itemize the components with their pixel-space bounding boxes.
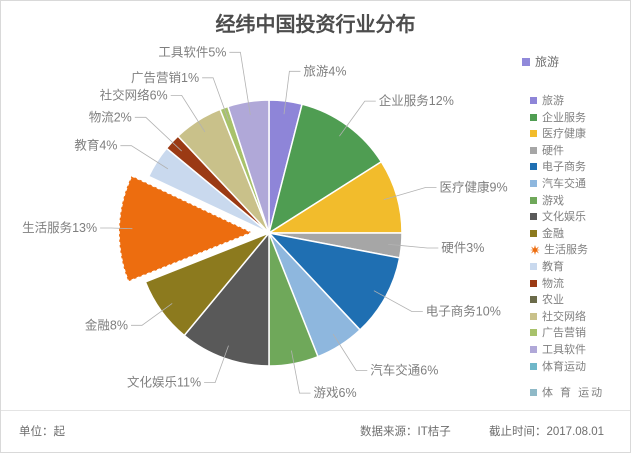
svg-text:医疗健康9%: 医疗健康9% bbox=[440, 180, 508, 195]
svg-text:生活服务13%: 生活服务13% bbox=[22, 220, 97, 235]
svg-text:金融8%: 金融8% bbox=[85, 317, 128, 332]
svg-text:硬件3%: 硬件3% bbox=[441, 241, 484, 255]
svg-text:教育4%: 教育4% bbox=[74, 138, 117, 153]
svg-text:物流2%: 物流2% bbox=[89, 110, 132, 124]
svg-text:游戏6%: 游戏6% bbox=[314, 386, 357, 400]
svg-text:汽车交通6%: 汽车交通6% bbox=[370, 363, 438, 378]
svg-text:工具软件5%: 工具软件5% bbox=[158, 45, 226, 59]
svg-text:广告营销1%: 广告营销1% bbox=[131, 71, 199, 85]
svg-text:文化娱乐11%: 文化娱乐11% bbox=[127, 375, 201, 390]
svg-text:企业服务12%: 企业服务12% bbox=[379, 93, 454, 108]
svg-text:旅游4%: 旅游4% bbox=[303, 64, 346, 78]
svg-text:电子商务10%: 电子商务10% bbox=[426, 304, 501, 319]
svg-text:社交网络6%: 社交网络6% bbox=[100, 87, 168, 102]
